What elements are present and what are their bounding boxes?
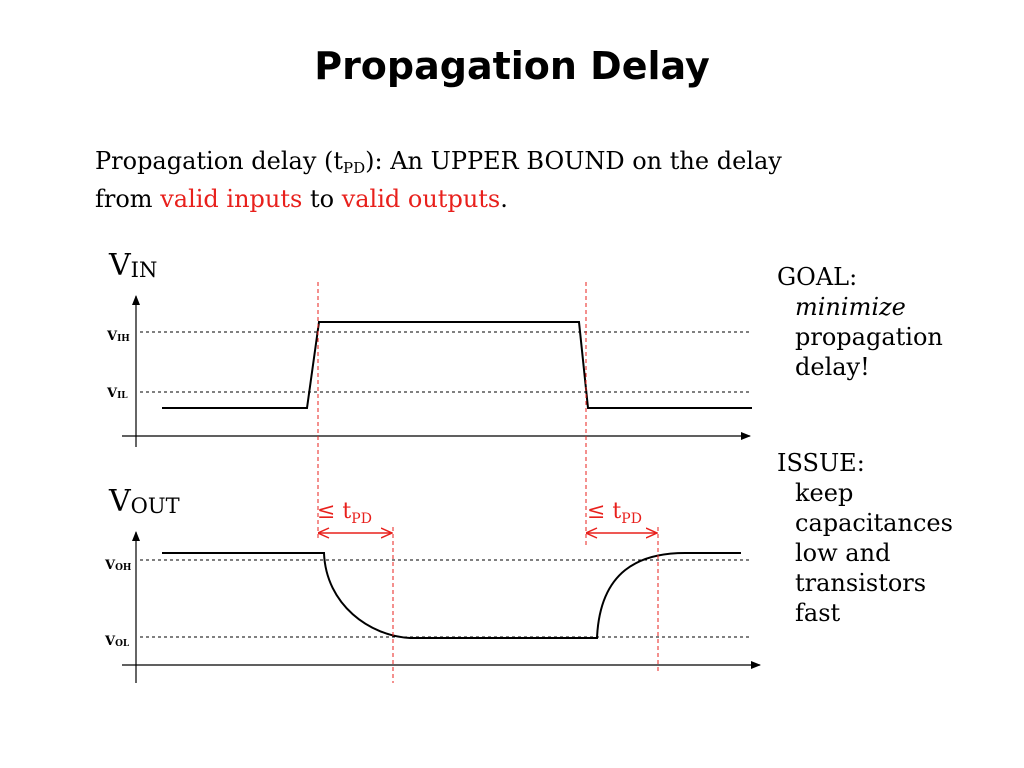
issue-line-3: low and — [795, 539, 891, 567]
delay-label-2: ≤ tPD — [587, 499, 642, 527]
voh-label-sub: OH — [115, 563, 132, 573]
vih-label-main: V — [106, 329, 118, 344]
issue-line-1: keep — [795, 479, 854, 507]
intro-sub: PD — [343, 159, 366, 177]
vol-label: VOL — [104, 634, 130, 649]
vil-label-main: V — [106, 386, 118, 401]
vout-waveform — [162, 552, 741, 639]
goal-line-3: delay! — [795, 353, 870, 381]
delay-label-1: ≤ tPD — [317, 499, 372, 527]
intro-part4: to — [302, 185, 342, 213]
vih-label: VIH — [106, 329, 130, 344]
vout-axis-label: VOUT — [108, 484, 180, 519]
issue-section: ISSUE: keep capacitances low and transis… — [777, 448, 1007, 628]
delay-label-1-prefix: ≤ t — [317, 499, 351, 524]
intro-valid-outputs: valid outputs — [341, 185, 501, 213]
intro-valid-inputs: valid inputs — [160, 185, 303, 213]
goal-section: GOAL: minimize propagation delay! — [777, 262, 1007, 382]
intro-part3: from — [95, 185, 161, 213]
voh-label-main: V — [104, 558, 116, 573]
vil-label-sub: IL — [117, 391, 128, 401]
vout-axis-label-main: V — [108, 484, 132, 519]
goal-line-1: minimize — [795, 293, 906, 321]
vil-label: VIL — [106, 386, 128, 401]
vol-label-main: V — [104, 634, 116, 649]
goal-heading: GOAL: — [777, 263, 858, 291]
delay-label-1-sub: PD — [351, 511, 372, 527]
issue-line-4: transistors — [795, 569, 927, 597]
issue-line-5: fast — [795, 599, 841, 627]
issue-line-2: capacitances — [795, 509, 953, 537]
goal-line-2: propagation — [795, 323, 943, 351]
vin-axis-label: VIN — [108, 248, 157, 283]
slide-title: Propagation Delay — [314, 44, 710, 88]
delay-label-2-prefix: ≤ t — [587, 499, 621, 524]
intro-part1: Propagation delay (t — [95, 147, 344, 175]
vin-waveform — [162, 321, 752, 409]
intro-text: Propagation delay (tPD): An UPPER BOUND … — [95, 146, 935, 215]
intro-part2: ): An UPPER BOUND on the delay — [365, 147, 782, 175]
voh-label: VOH — [104, 558, 132, 573]
delay-label-2-sub: PD — [621, 511, 642, 527]
intro-part5: . — [500, 185, 508, 213]
vih-label-sub: IH — [117, 334, 130, 344]
issue-heading: ISSUE: — [777, 449, 865, 477]
vin-axis-label-main: V — [108, 248, 132, 283]
vol-label-sub: OL — [115, 639, 130, 649]
vout-axis-label-sub: OUT — [131, 494, 180, 518]
vin-axis-label-sub: IN — [131, 258, 158, 282]
